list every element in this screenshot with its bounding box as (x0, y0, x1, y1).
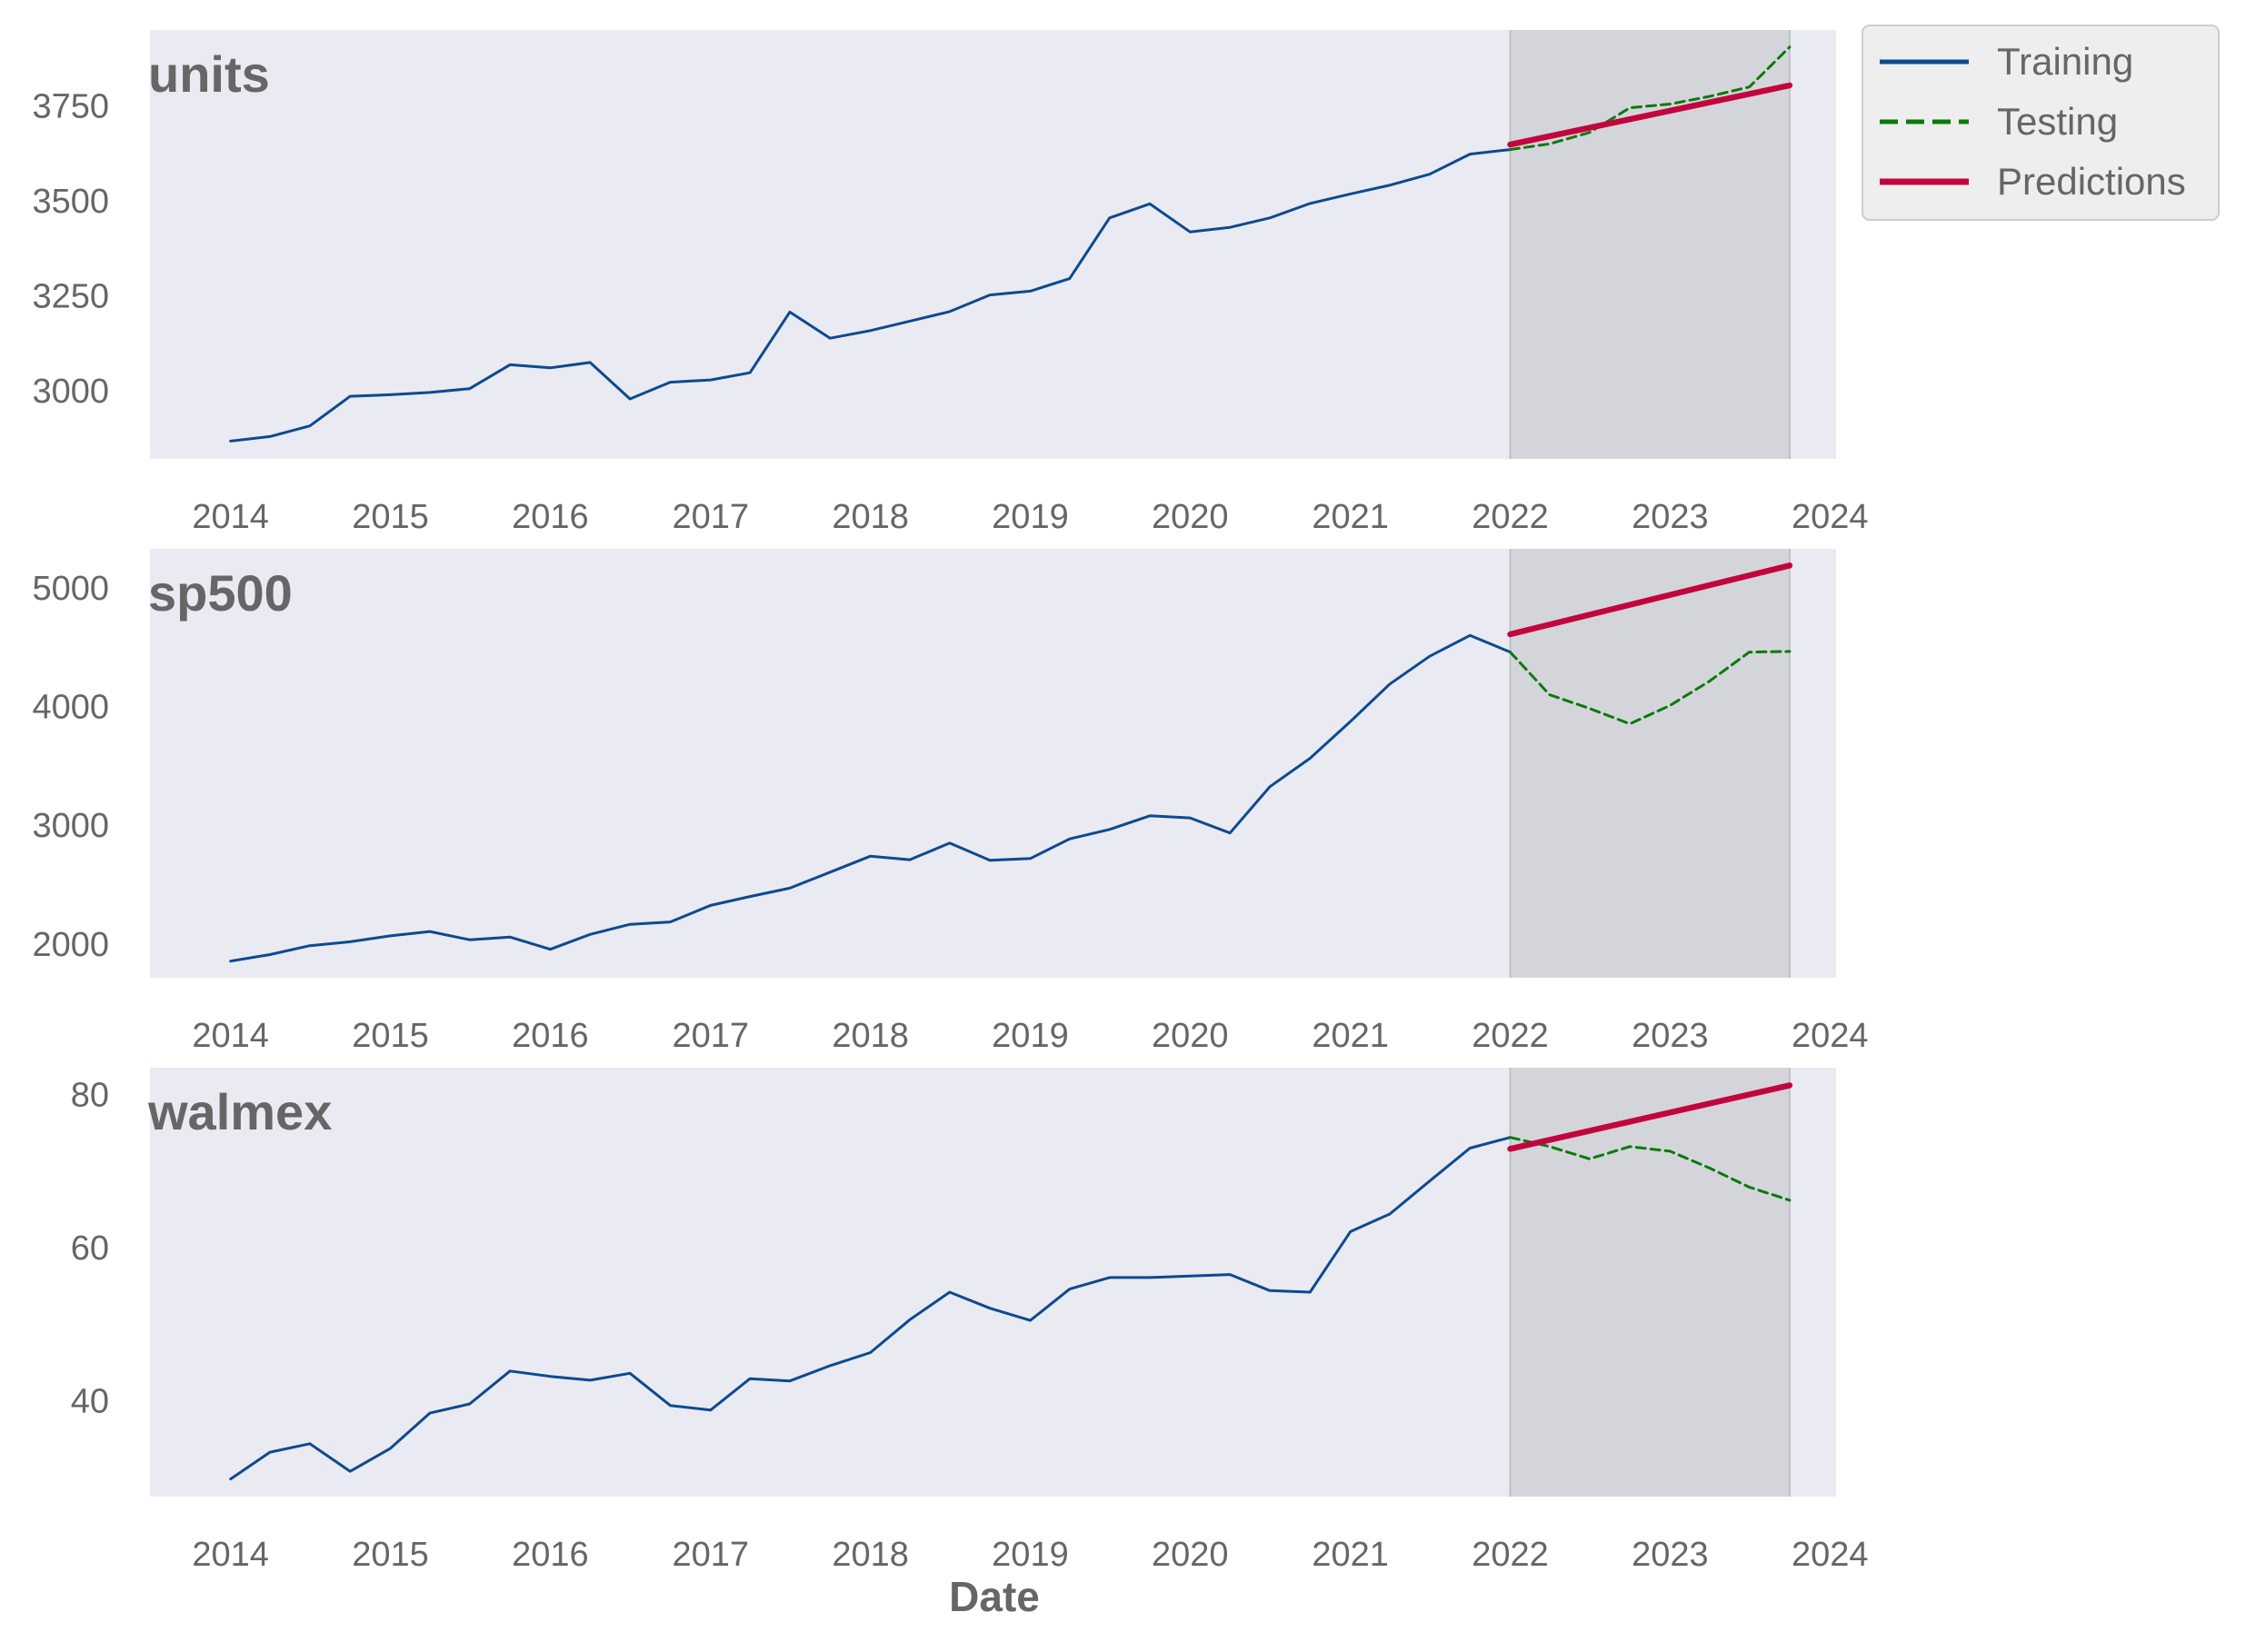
x-tick-label: 2019 (992, 1536, 1069, 1574)
series-line-testing (1509, 45, 1792, 152)
x-tick-label: 2018 (832, 498, 909, 536)
x-tick-label: 2020 (1152, 498, 1229, 536)
x-tick-label: 2024 (1792, 1536, 1869, 1574)
series-line-testing (1509, 650, 1792, 726)
legend-label-training: Training (1997, 40, 2133, 83)
x-tick-label: 2015 (352, 498, 429, 536)
y-tick-label: 3000 (32, 807, 109, 845)
x-tick-label: 2019 (992, 1017, 1069, 1055)
x-tick-label: 2017 (672, 1536, 749, 1574)
chart-panels: 2014 2015 2016 2017 2018 2019 2020 2021 2022 2023… (32, 30, 1869, 1574)
x-tick-label: 2021 (1312, 1017, 1389, 1055)
x-tick-label: 2023 (1632, 1536, 1709, 1574)
panel-title: walmex (147, 1083, 332, 1140)
x-tick-label: 2022 (1472, 1536, 1549, 1574)
y-tick-label: 3000 (32, 373, 109, 411)
x-axis-label: Date (949, 1573, 1040, 1620)
series-line-predictions (1507, 82, 1793, 148)
x-tick-label: 2016 (512, 1017, 589, 1055)
series-line-predictions (1507, 562, 1793, 638)
x-tick-label: 2017 (672, 1017, 749, 1055)
x-tick-label: 2015 (352, 1536, 429, 1574)
panel-walmex: 2014 2015 2016 2017 2018 2019 2020 2021 2022 2023… (71, 1068, 1869, 1574)
panel-title: units (148, 45, 270, 103)
x-tick-label: 2017 (672, 498, 749, 536)
x-tick-label: 2018 (832, 1017, 909, 1055)
series-line-training (229, 1136, 1512, 1481)
y-tick-label: 40 (71, 1383, 109, 1421)
y-tick-label: 3500 (32, 183, 109, 221)
x-tick-label: 2020 (1152, 1017, 1229, 1055)
x-tick-label: 2016 (512, 1536, 589, 1574)
x-tick-label: 2016 (512, 498, 589, 536)
panel-title: sp500 (148, 564, 293, 622)
x-tick-label: 2014 (192, 1536, 269, 1574)
panel-sp500: 2014 2015 2016 2017 2018 2019 2020 2021 2022 2023… (32, 549, 1869, 1055)
x-tick-label: 2020 (1152, 1536, 1229, 1574)
y-tick-label: 5000 (32, 570, 109, 608)
series-line-predictions (1507, 1082, 1793, 1152)
series-line-training (229, 633, 1512, 963)
x-tick-label: 2024 (1792, 1017, 1869, 1055)
x-tick-label: 2021 (1312, 498, 1389, 536)
x-tick-label: 2014 (192, 498, 269, 536)
test-period-band (1510, 549, 1790, 978)
y-tick-label: 60 (71, 1229, 109, 1268)
y-tick-label: 4000 (32, 689, 109, 727)
legend-label-testing: Testing (1997, 100, 2118, 143)
legend-label-predictions: Predictions (1997, 160, 2186, 203)
x-tick-label: 2021 (1312, 1536, 1389, 1574)
legend-frame (1862, 25, 2220, 221)
x-tick-label: 2022 (1472, 498, 1549, 536)
x-tick-label: 2022 (1472, 1017, 1549, 1055)
y-tick-label: 2000 (32, 926, 109, 964)
test-period-band (1510, 1068, 1790, 1497)
x-tick-label: 2014 (192, 1017, 269, 1055)
y-tick-label: 80 (71, 1077, 109, 1115)
y-tick-label: 3750 (32, 88, 109, 126)
x-tick-label: 2015 (352, 1017, 429, 1055)
x-tick-label: 2018 (832, 1536, 909, 1574)
x-tick-label: 2023 (1632, 1017, 1709, 1055)
chart-legend: Training Testing Predictions (1862, 25, 2220, 221)
panel-units: 2014 2015 2016 2017 2018 2019 2020 2021 2022 2023… (32, 30, 1869, 536)
x-tick-label: 2024 (1792, 498, 1869, 536)
y-tick-label: 3250 (32, 277, 109, 315)
series-line-testing (1509, 1136, 1792, 1202)
x-tick-label: 2019 (992, 498, 1069, 536)
series-line-training (229, 148, 1512, 443)
test-period-band (1510, 30, 1790, 459)
x-tick-label: 2023 (1632, 498, 1709, 536)
